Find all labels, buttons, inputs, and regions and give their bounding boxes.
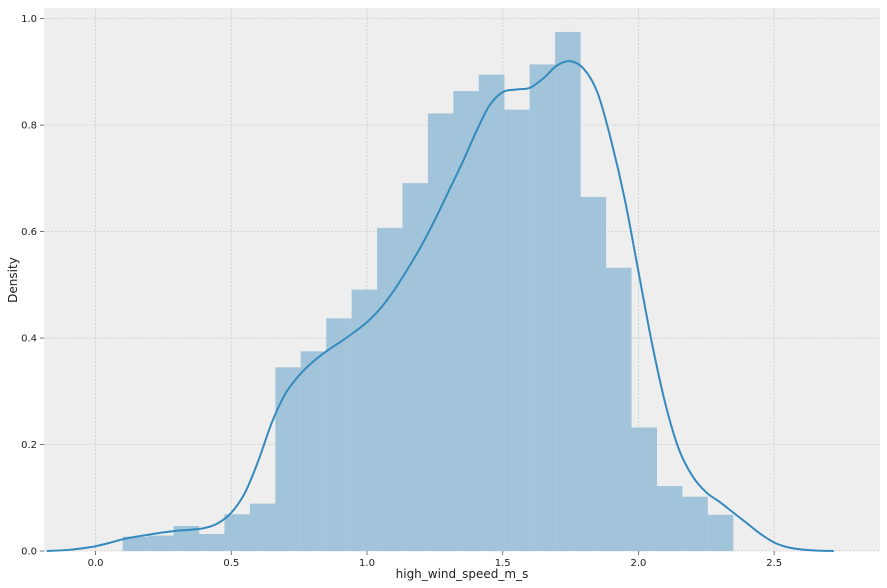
x-tick-label: 0.5 bbox=[223, 558, 239, 569]
x-tick-label: 2.5 bbox=[766, 558, 782, 569]
y-tick-label: 0.8 bbox=[21, 121, 37, 132]
y-tick-label: 0.6 bbox=[21, 227, 37, 238]
histogram-bar bbox=[504, 109, 530, 551]
histogram-bar bbox=[300, 351, 327, 551]
histogram-bar bbox=[148, 535, 174, 551]
y-tick-label: 0.4 bbox=[21, 334, 37, 345]
histogram-bar bbox=[682, 496, 708, 551]
x-axis-label: high_wind_speed_m_s bbox=[396, 567, 529, 581]
x-tick-label: 0.0 bbox=[88, 558, 104, 569]
histogram-bar bbox=[656, 486, 683, 551]
histogram-bar bbox=[555, 31, 581, 552]
histogram-bar bbox=[326, 318, 352, 551]
histogram-bar bbox=[275, 367, 301, 551]
histogram-bar bbox=[122, 536, 149, 551]
histogram-bars bbox=[122, 31, 734, 552]
x-tick-label: 1.0 bbox=[359, 558, 375, 569]
histogram-bar bbox=[402, 183, 429, 552]
kde-curve-group bbox=[46, 60, 834, 552]
histogram-bar bbox=[453, 91, 479, 551]
histogram-bar bbox=[605, 267, 632, 551]
y-tick-label: 1.0 bbox=[21, 14, 37, 25]
histogram-bar bbox=[351, 289, 378, 551]
histogram-bar bbox=[478, 74, 505, 551]
x-tick-label: 2.0 bbox=[630, 558, 646, 569]
histogram-bar bbox=[580, 196, 607, 551]
histogram-bar bbox=[224, 514, 251, 551]
histogram-bar bbox=[377, 227, 403, 552]
y-axis-label: Density bbox=[6, 257, 20, 303]
x-axis-ticks: 0.0 0.5 1.0 1.5 2.0 2.5 bbox=[88, 551, 782, 569]
histogram-bar bbox=[427, 113, 454, 551]
kde-line bbox=[46, 60, 834, 552]
y-tick-label: 0.0 bbox=[21, 547, 37, 558]
histogram-bar bbox=[631, 427, 658, 551]
y-axis-ticks: 0.0 0.2 0.4 0.6 0.8 1.0 bbox=[21, 14, 44, 558]
histogram-bar bbox=[707, 514, 734, 551]
histogram-bar bbox=[249, 503, 276, 551]
y-tick-label: 0.2 bbox=[21, 440, 37, 451]
x-tick-label: 1.5 bbox=[495, 558, 511, 569]
histogram-bar bbox=[199, 533, 225, 551]
histogram-bar bbox=[529, 64, 556, 551]
